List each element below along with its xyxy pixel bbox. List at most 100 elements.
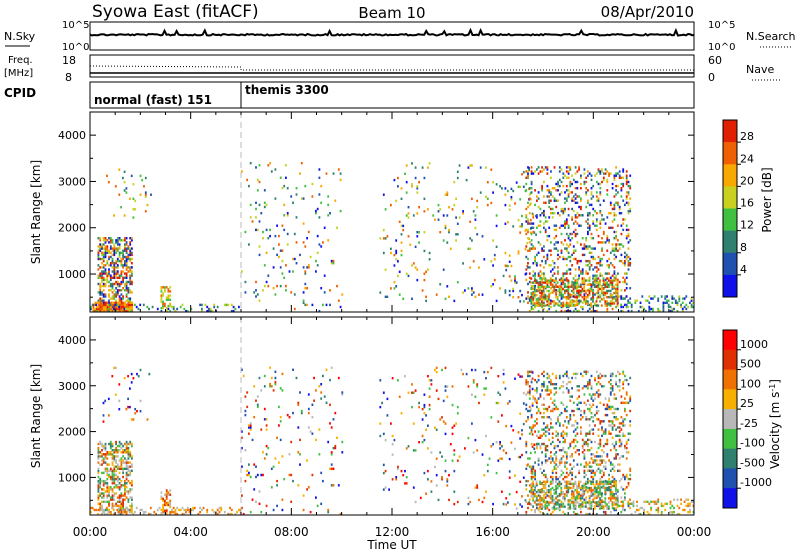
data-cell — [604, 493, 607, 496]
data-cell — [597, 482, 600, 486]
data-cell — [565, 461, 568, 464]
data-cell — [106, 303, 109, 307]
data-cell — [122, 278, 124, 282]
data-cell — [593, 302, 596, 305]
data-cell — [528, 168, 530, 172]
data-cell — [544, 277, 547, 280]
data-cell — [519, 412, 522, 415]
data-cell — [106, 482, 109, 485]
data-cell — [274, 383, 277, 386]
data-cell — [680, 305, 682, 309]
data-cell — [104, 467, 107, 470]
data-cell — [102, 255, 105, 259]
data-cell — [532, 216, 535, 219]
data-cell — [595, 490, 598, 494]
data-cell — [525, 170, 528, 173]
data-cell — [615, 274, 617, 277]
data-cell — [122, 455, 124, 458]
data-cell — [400, 469, 403, 473]
data-cell — [108, 451, 110, 454]
data-cell — [122, 307, 125, 311]
data-cell — [97, 479, 100, 483]
data-cell — [549, 501, 552, 504]
data-cell — [600, 503, 603, 506]
data-cell — [615, 486, 617, 490]
data-cell — [578, 471, 580, 475]
data-cell — [102, 264, 105, 267]
data-cell — [115, 241, 117, 244]
data-cell — [464, 289, 466, 292]
data-cell — [115, 451, 117, 454]
data-cell — [521, 375, 523, 378]
data-cell — [625, 305, 628, 309]
data-cell — [279, 416, 282, 419]
data-cell — [101, 303, 104, 307]
data-cell — [681, 309, 684, 313]
data-cell — [397, 467, 399, 471]
data-cell — [104, 449, 107, 452]
data-cell — [106, 457, 109, 460]
data-cell — [115, 247, 117, 250]
data-cell — [530, 428, 533, 431]
data-cell — [462, 372, 464, 376]
data-cell — [530, 477, 533, 481]
data-cell — [307, 411, 310, 415]
data-cell — [115, 282, 117, 286]
data-cell — [618, 176, 621, 179]
data-cell — [204, 303, 207, 307]
data-cell — [624, 508, 626, 512]
data-cell — [423, 231, 426, 234]
data-cell — [285, 176, 287, 179]
data-cell — [609, 283, 612, 286]
data-cell — [600, 287, 603, 291]
data-cell — [256, 189, 259, 192]
data-cell — [597, 446, 600, 450]
data-cell — [595, 224, 598, 227]
data-cell — [560, 401, 563, 404]
data-cell — [576, 389, 579, 392]
data-cell — [608, 399, 610, 402]
data-cell — [627, 262, 630, 265]
data-cell — [113, 473, 116, 477]
data-cell — [620, 455, 623, 458]
data-cell — [572, 199, 575, 202]
data-cell — [125, 284, 128, 288]
data-cell — [601, 237, 603, 240]
data-cell — [124, 245, 126, 248]
data-cell — [265, 428, 268, 431]
data-cell — [564, 309, 566, 313]
data-cell — [590, 469, 593, 472]
data-cell — [293, 293, 296, 296]
data-cell — [263, 407, 266, 411]
data-cell — [111, 473, 114, 477]
data-cell — [543, 380, 545, 384]
data-cell — [564, 191, 566, 194]
data-cell — [129, 247, 132, 250]
data-cell — [611, 411, 614, 415]
data-cell — [527, 262, 529, 265]
data-cell — [490, 285, 493, 288]
data-cell — [544, 298, 547, 301]
data-cell — [384, 438, 387, 442]
data-cell — [565, 374, 568, 378]
data-cell — [617, 469, 619, 472]
data-cell — [572, 251, 575, 254]
data-cell — [532, 499, 534, 502]
data-cell — [597, 484, 600, 488]
data-cell — [96, 305, 98, 309]
data-cell — [609, 391, 612, 394]
data-cell — [108, 257, 110, 261]
data-cell — [611, 467, 614, 470]
data-cell — [111, 287, 114, 290]
data-cell — [592, 432, 595, 435]
data-cell — [510, 424, 513, 428]
data-cell — [486, 181, 489, 184]
data-cell — [607, 277, 610, 280]
data-cell — [192, 508, 194, 512]
data-cell — [544, 496, 547, 499]
data-cell — [121, 512, 124, 516]
data-cell — [593, 486, 596, 490]
data-cell — [615, 166, 617, 169]
data-cell — [101, 266, 103, 269]
data-cell — [462, 262, 464, 265]
